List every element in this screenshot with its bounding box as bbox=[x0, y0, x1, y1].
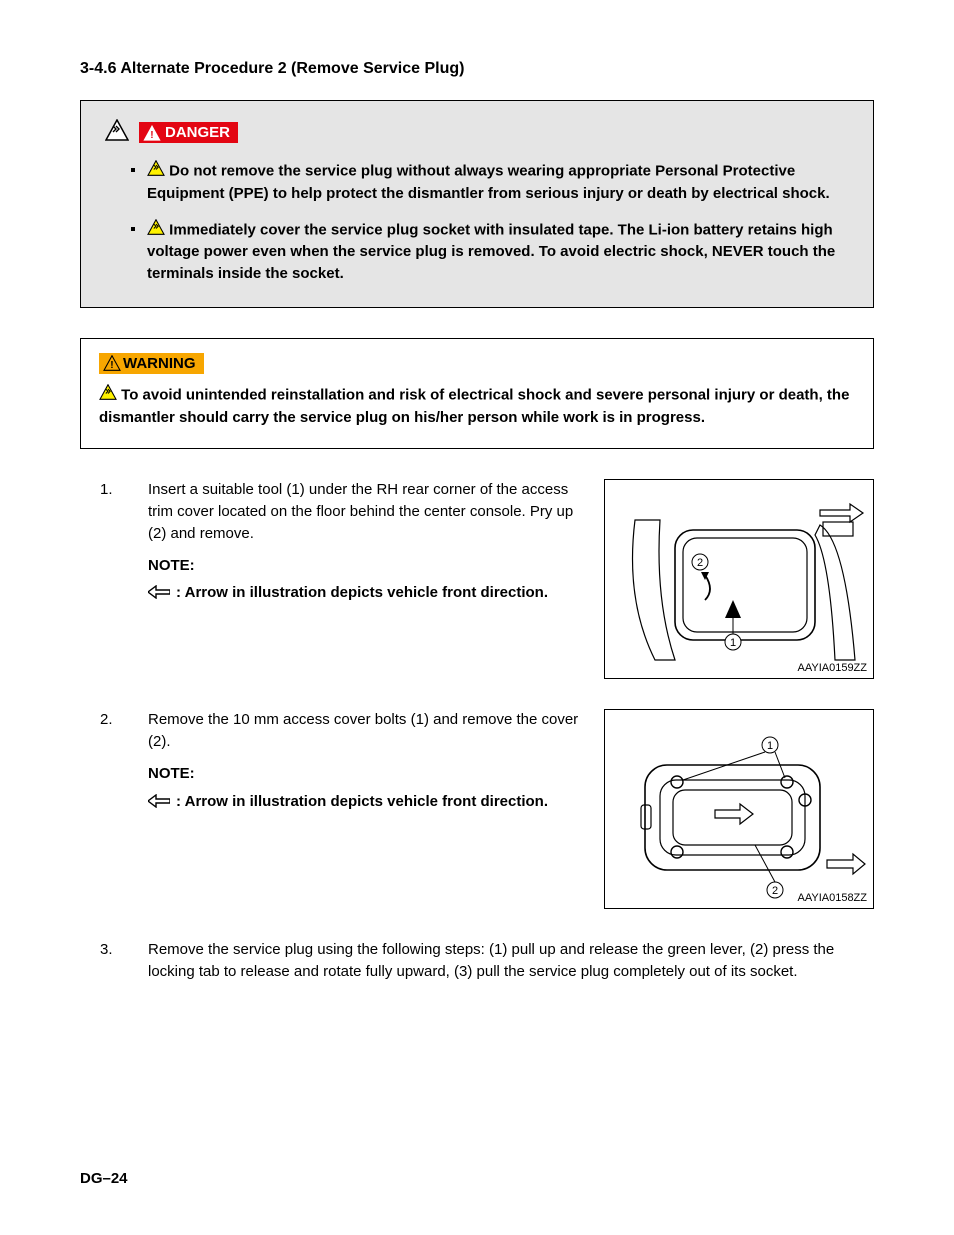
figure-id: AAYIA0159ZZ bbox=[798, 662, 868, 674]
svg-text:2: 2 bbox=[772, 885, 778, 897]
danger-label: ! DANGER bbox=[139, 122, 238, 143]
hazard-triangle-small-icon bbox=[147, 219, 165, 242]
hazard-triangle-small-icon bbox=[147, 160, 165, 183]
figure-1: 2 1 AAYIA0159ZZ bbox=[604, 479, 874, 679]
svg-text:2: 2 bbox=[697, 557, 703, 569]
step-text: 2.Remove the 10 mm access cover bolts (1… bbox=[148, 709, 584, 753]
note-label: NOTE: bbox=[148, 763, 584, 785]
bullet-icon bbox=[131, 227, 135, 231]
warning-label: ! WARNING bbox=[99, 353, 204, 374]
svg-text:!: ! bbox=[110, 360, 113, 371]
danger-item: Immediately cover the service plug socke… bbox=[131, 219, 849, 285]
danger-box: ! DANGER Do not remove the service plug … bbox=[80, 100, 874, 308]
danger-item-text: Immediately cover the service plug socke… bbox=[147, 221, 835, 282]
section-heading: 3-4.6 Alternate Procedure 2 (Remove Serv… bbox=[80, 60, 874, 78]
arrow-left-icon bbox=[148, 584, 170, 606]
note-body: : Arrow in illustration depicts vehicle … bbox=[148, 582, 584, 606]
step-2: 2.Remove the 10 mm access cover bolts (1… bbox=[80, 709, 874, 909]
step-text: 3.Remove the service plug using the foll… bbox=[148, 939, 874, 983]
figure-id: AAYIA0158ZZ bbox=[798, 892, 868, 904]
bullet-icon bbox=[131, 168, 135, 172]
step-1: 1.Insert a suitable tool (1) under the R… bbox=[80, 479, 874, 679]
danger-item: Do not remove the service plug without a… bbox=[131, 160, 849, 205]
warning-text: To avoid unintended reinstallation and r… bbox=[99, 384, 855, 429]
svg-text:!: ! bbox=[150, 130, 153, 141]
hazard-triangle-small-icon bbox=[99, 384, 117, 407]
note-label: NOTE: bbox=[148, 555, 584, 577]
page: 3-4.6 Alternate Procedure 2 (Remove Serv… bbox=[0, 0, 954, 1235]
svg-text:1: 1 bbox=[767, 740, 773, 752]
danger-item-text: Do not remove the service plug without a… bbox=[147, 162, 830, 201]
note-body: : Arrow in illustration depicts vehicle … bbox=[148, 791, 584, 815]
hazard-triangle-icon bbox=[105, 119, 129, 146]
danger-header: ! DANGER bbox=[105, 119, 849, 146]
page-number: DG–24 bbox=[80, 1170, 128, 1187]
arrow-left-icon bbox=[148, 793, 170, 815]
step-text: 1.Insert a suitable tool (1) under the R… bbox=[148, 479, 584, 544]
step-3: 3.Remove the service plug using the foll… bbox=[80, 939, 874, 983]
svg-text:1: 1 bbox=[730, 637, 736, 649]
figure-2: 1 2 AAYIA0158ZZ bbox=[604, 709, 874, 909]
warning-box: ! WARNING To avoid unintended reinstalla… bbox=[80, 338, 874, 450]
